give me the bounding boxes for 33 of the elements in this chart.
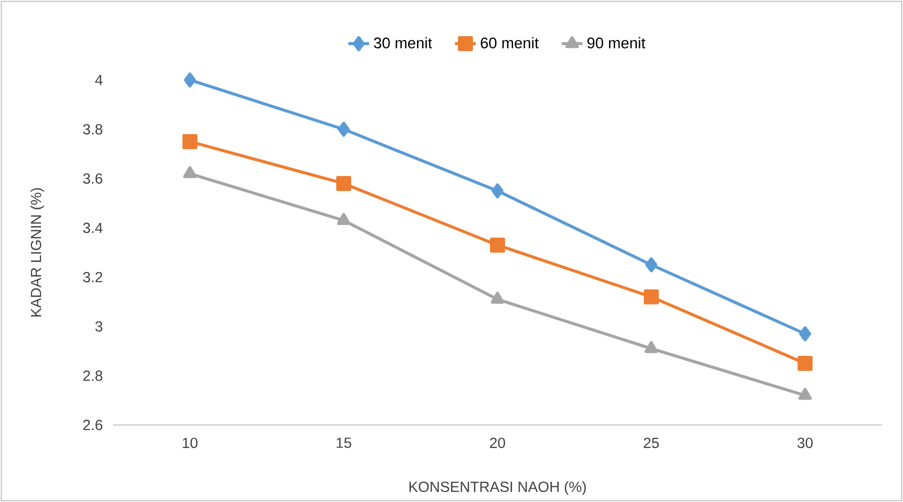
point [492, 183, 504, 198]
point [336, 176, 352, 191]
x-tick-label: 30 [798, 438, 813, 448]
y-tick-label: 3 [95, 321, 102, 332]
x-tick-label: 20 [490, 438, 506, 448]
y-tick-label: 3.8 [83, 124, 102, 134]
y-tick-label: 3.2 [83, 272, 102, 282]
point [338, 122, 350, 137]
x-tick-label: 25 [644, 438, 659, 448]
y-axis-title: KADAR LIGNIN (%) [30, 188, 44, 316]
point [645, 257, 658, 272]
point [184, 72, 196, 88]
point [644, 341, 658, 354]
point [182, 134, 198, 150]
y-tick-label: 3.4 [83, 222, 103, 234]
point [337, 212, 350, 225]
legend-label: 90 menit [587, 37, 646, 48]
point [183, 166, 197, 178]
point [798, 388, 812, 400]
legend-label: 60 menit [480, 37, 539, 48]
y-tick-label: 4 [95, 74, 103, 86]
point [798, 356, 813, 371]
point [799, 326, 812, 342]
y-tick-label: 2.6 [83, 420, 102, 430]
point [644, 289, 659, 304]
point [490, 238, 505, 253]
y-tick-label: 2.8 [83, 370, 102, 381]
y-tick-label: 3.6 [83, 173, 102, 184]
point [490, 292, 504, 304]
x-tick-label: 10 [182, 438, 198, 448]
x-tick-label: 15 [336, 438, 352, 448]
legend-label: 30 menit [374, 37, 432, 48]
x-axis-title: KONSENTRASI NAOH (%) [409, 481, 586, 495]
